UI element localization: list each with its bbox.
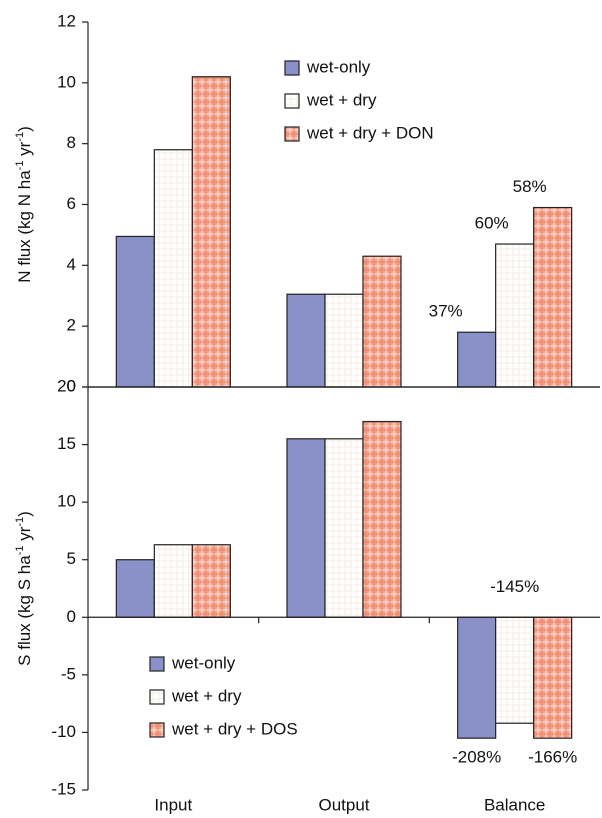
y-label-part: ) [15, 126, 34, 132]
bar [115, 559, 155, 618]
y-tick-label: 8 [67, 133, 76, 152]
y-tick-label: 0 [67, 376, 76, 395]
legend-swatch [149, 722, 165, 738]
y-label-part: yr [15, 526, 34, 545]
y-tick-label: 20 [57, 376, 76, 395]
legend-swatch [149, 656, 165, 672]
y-axis-label: S flux (kg S ha-1 yr-1) [14, 511, 35, 666]
y-tick-label: 15 [57, 434, 76, 453]
bar [495, 243, 535, 388]
y-tick-label: 4 [67, 255, 76, 274]
legend-label: wet + dry + DOS [171, 719, 298, 738]
bar [115, 235, 155, 388]
y-tick-label: -5 [61, 664, 76, 683]
y-label-part: ) [15, 511, 34, 517]
bar [286, 293, 326, 388]
y-axis-label: N flux (kg N ha-1 yr-1) [14, 126, 35, 283]
bar [191, 544, 231, 618]
y-tick-label: -10 [51, 722, 76, 741]
legend-label: wet + dry [306, 90, 377, 109]
y-label-part: yr [15, 141, 34, 160]
bar-annotation: -208% [452, 748, 501, 767]
bar [153, 544, 193, 618]
bar-annotation: 58% [513, 177, 547, 196]
legend-swatch [284, 126, 300, 142]
y-tick-label: 10 [57, 492, 76, 511]
y-label-part: -1 [14, 132, 26, 142]
y-tick-label: -15 [51, 779, 76, 798]
bar-annotation: -166% [528, 748, 577, 767]
bar [191, 76, 231, 388]
bar [362, 420, 402, 618]
y-label-part: -1 [14, 161, 26, 171]
legend-label: wet + dry + DON [306, 123, 434, 142]
legend-label: wet + dry [171, 686, 242, 705]
y-label-part: S flux (kg S ha [15, 555, 34, 666]
y-tick-label: 0 [67, 607, 76, 626]
y-tick-label: 12 [57, 11, 76, 30]
bar [153, 149, 193, 388]
legend-swatch [284, 60, 300, 76]
bar [362, 255, 402, 388]
x-tick-label: Input [154, 795, 192, 814]
bar [286, 438, 326, 618]
bar-annotation: 37% [429, 302, 463, 321]
legend-label: wet-only [306, 57, 371, 76]
bar [324, 438, 364, 618]
legend-label: wet-only [171, 653, 236, 672]
x-tick-label: Output [318, 795, 369, 814]
bar [495, 616, 535, 724]
bar [457, 331, 497, 388]
bar [457, 616, 497, 739]
y-tick-label: 5 [67, 549, 76, 568]
legend-swatch [284, 93, 300, 109]
bar [324, 293, 364, 388]
bar-annotation: 60% [475, 214, 509, 233]
bar [533, 206, 573, 388]
bar-annotation: -145% [490, 577, 539, 596]
y-tick-label: 2 [67, 316, 76, 335]
y-tick-label: 10 [57, 72, 76, 91]
y-tick-label: 6 [67, 194, 76, 213]
x-tick-label: Balance [484, 795, 545, 814]
y-label-part: -1 [14, 546, 26, 556]
bar [533, 616, 573, 739]
legend-swatch [149, 689, 165, 705]
y-label-part: N flux (kg N ha [15, 170, 34, 283]
y-label-part: -1 [14, 517, 26, 527]
